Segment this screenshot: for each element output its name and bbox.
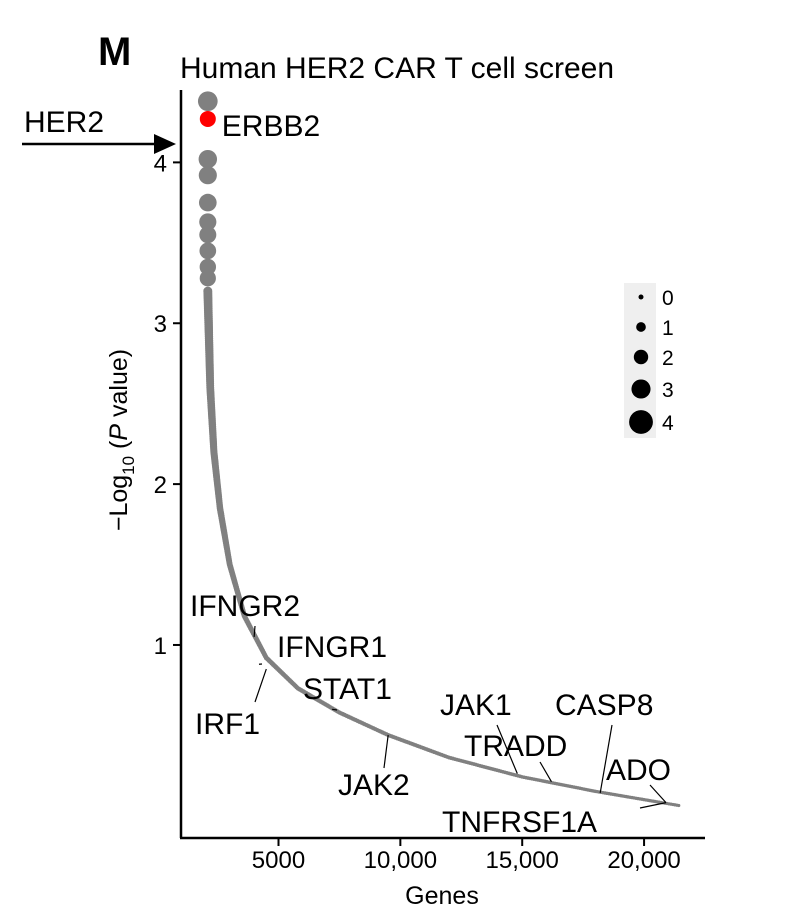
y-tick-label: 3	[154, 311, 167, 338]
chart-title: Human HER2 CAR T cell screen	[180, 52, 614, 85]
gene-point	[199, 242, 217, 260]
x-tick-label: 15,000	[486, 847, 559, 874]
panel-letter: M	[98, 30, 131, 74]
gene-labels: IFNGR2 IFNGR1 IRF1 STAT1 JAK2 JAK1 TRADD CASP8 A…	[190, 590, 671, 839]
y-axis-label-subscript: 10	[119, 456, 138, 475]
highlight-arrow	[22, 134, 176, 154]
y-tick-label: 1	[154, 633, 167, 660]
gene-point	[198, 149, 218, 169]
gene-point	[199, 213, 217, 231]
gene-label: JAK1	[440, 689, 512, 722]
gene-label-leader	[253, 625, 256, 637]
gene-point	[197, 91, 218, 112]
gene-label-leader	[649, 784, 667, 804]
gene-label: ADO	[606, 754, 671, 787]
y-tick-label: 2	[154, 472, 167, 499]
x-axis-label: Genes	[405, 882, 479, 910]
legend-size-key	[629, 410, 653, 434]
y-axis-label-rest: value)	[105, 349, 133, 424]
gene-label-erbb2: ERBB2	[222, 110, 320, 143]
gene-label-leader	[254, 668, 267, 703]
gene-label-leader	[496, 724, 518, 774]
gene-label: IFNGR1	[277, 631, 387, 664]
gene-label: IRF1	[195, 708, 260, 741]
gene-label-leader	[599, 724, 613, 794]
y-axis-label-open: (	[105, 440, 133, 456]
gene-label-leaders	[253, 625, 667, 809]
gene-point	[198, 193, 217, 212]
gene-point-erbb2	[199, 110, 216, 127]
gene-point	[199, 226, 217, 244]
x-axis: 5000 10,000 15,000 20,000	[180, 836, 705, 874]
gene-point	[677, 803, 681, 808]
gene-label: CASP8	[555, 689, 653, 722]
legend-size-key	[631, 379, 651, 399]
legend-size-key	[636, 322, 646, 332]
y-tick-label: 4	[154, 150, 167, 177]
y-axis-label: −Log10 (P value)	[105, 349, 138, 531]
legend-size-label: 0	[662, 287, 674, 310]
x-tick-label: 20,000	[607, 847, 680, 874]
legend-size-label: 1	[662, 317, 674, 340]
size-legend: 0 1 2 3 4	[624, 283, 674, 438]
gene-label: TRADD	[464, 730, 567, 763]
gene-points: ERBB2	[197, 91, 681, 808]
x-tick-label: 5000	[252, 847, 305, 874]
gene-label-leader	[332, 708, 338, 711]
y-axis: 1 2 3 4	[154, 90, 183, 838]
gene-label-leader	[383, 734, 389, 769]
gene-point	[199, 258, 217, 276]
y-axis-label-italic: P	[105, 424, 133, 441]
gene-label-leader	[539, 761, 552, 783]
legend-size-label: 3	[662, 379, 674, 402]
legend-size-label: 4	[662, 412, 674, 435]
highlight-label: HER2	[24, 106, 104, 139]
gene-label-leader	[639, 802, 667, 809]
gene-label: TNFRSF1A	[442, 806, 597, 839]
gene-point	[199, 270, 216, 287]
x-tick-label: 10,000	[364, 847, 437, 874]
y-axis-label-prefix: −Log	[105, 475, 133, 531]
gene-label: IFNGR2	[190, 590, 300, 623]
legend-size-key	[638, 294, 644, 300]
legend-size-label: 2	[662, 347, 674, 370]
gene-label: STAT1	[303, 673, 392, 706]
gene-label: JAK2	[338, 769, 410, 802]
legend-size-key	[633, 349, 649, 365]
gene-point	[198, 166, 217, 185]
